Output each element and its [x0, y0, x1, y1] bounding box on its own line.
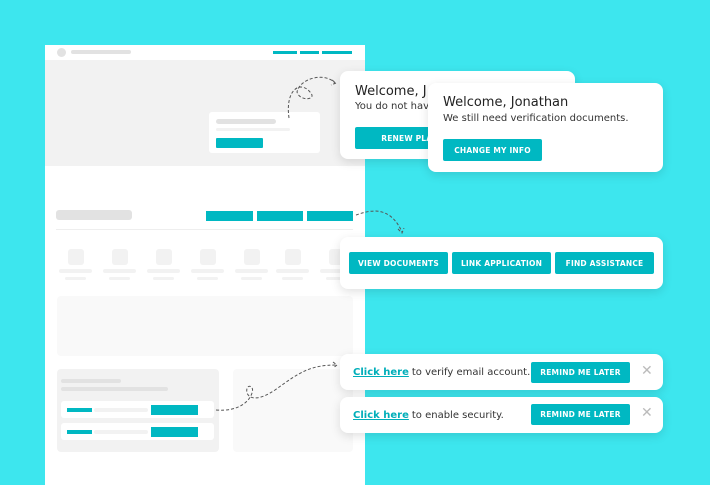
title-placeholder [71, 50, 131, 54]
verify-email-link[interactable]: Click here [353, 366, 409, 378]
divider [56, 229, 353, 230]
close-icon[interactable]: ✕ [641, 363, 653, 379]
find-assistance-button[interactable]: FIND ASSISTANCE [555, 252, 654, 274]
notification-text: to verify email account. [411, 366, 531, 378]
card-text: You do not hav [355, 101, 429, 112]
link-application-button[interactable]: LINK APPLICATION [452, 252, 551, 274]
button-placeholder [206, 211, 253, 221]
notification-panel-placeholder [57, 369, 219, 452]
content-placeholder [57, 296, 353, 356]
nav-placeholder [300, 51, 319, 54]
button-placeholder [307, 211, 353, 221]
nav-placeholder [273, 51, 297, 54]
card-title: Welcome, J [355, 84, 427, 99]
remind-me-later-button[interactable]: REMIND ME LATER [531, 404, 630, 425]
nav-placeholder [322, 51, 352, 54]
card-title: Welcome, Jonathan [443, 95, 569, 110]
notification-verify-email: Click here to verify email account. REMI… [340, 354, 663, 390]
remind-me-later-button[interactable]: REMIND ME LATER [531, 362, 630, 383]
logo-placeholder [57, 48, 66, 57]
notification-text: to enable security. [411, 409, 504, 421]
notification-enable-security: Click here to enable security. REMIND ME… [340, 397, 663, 433]
change-my-info-button[interactable]: CHANGE MY INFO [443, 139, 542, 161]
side-placeholder [233, 369, 353, 452]
card-text: We still need verification documents. [443, 113, 629, 124]
actions-card: VIEW DOCUMENTS LINK APPLICATION FIND ASS… [340, 237, 663, 289]
wireframe-page [45, 45, 365, 485]
enable-security-link[interactable]: Click here [353, 409, 409, 421]
welcome-card-change: Welcome, Jonathan We still need verifica… [428, 83, 663, 172]
close-icon[interactable]: ✕ [641, 405, 653, 421]
button-placeholder [257, 211, 303, 221]
heading-placeholder [56, 210, 132, 220]
hero-card-placeholder [209, 112, 320, 153]
view-documents-button[interactable]: VIEW DOCUMENTS [349, 252, 448, 274]
